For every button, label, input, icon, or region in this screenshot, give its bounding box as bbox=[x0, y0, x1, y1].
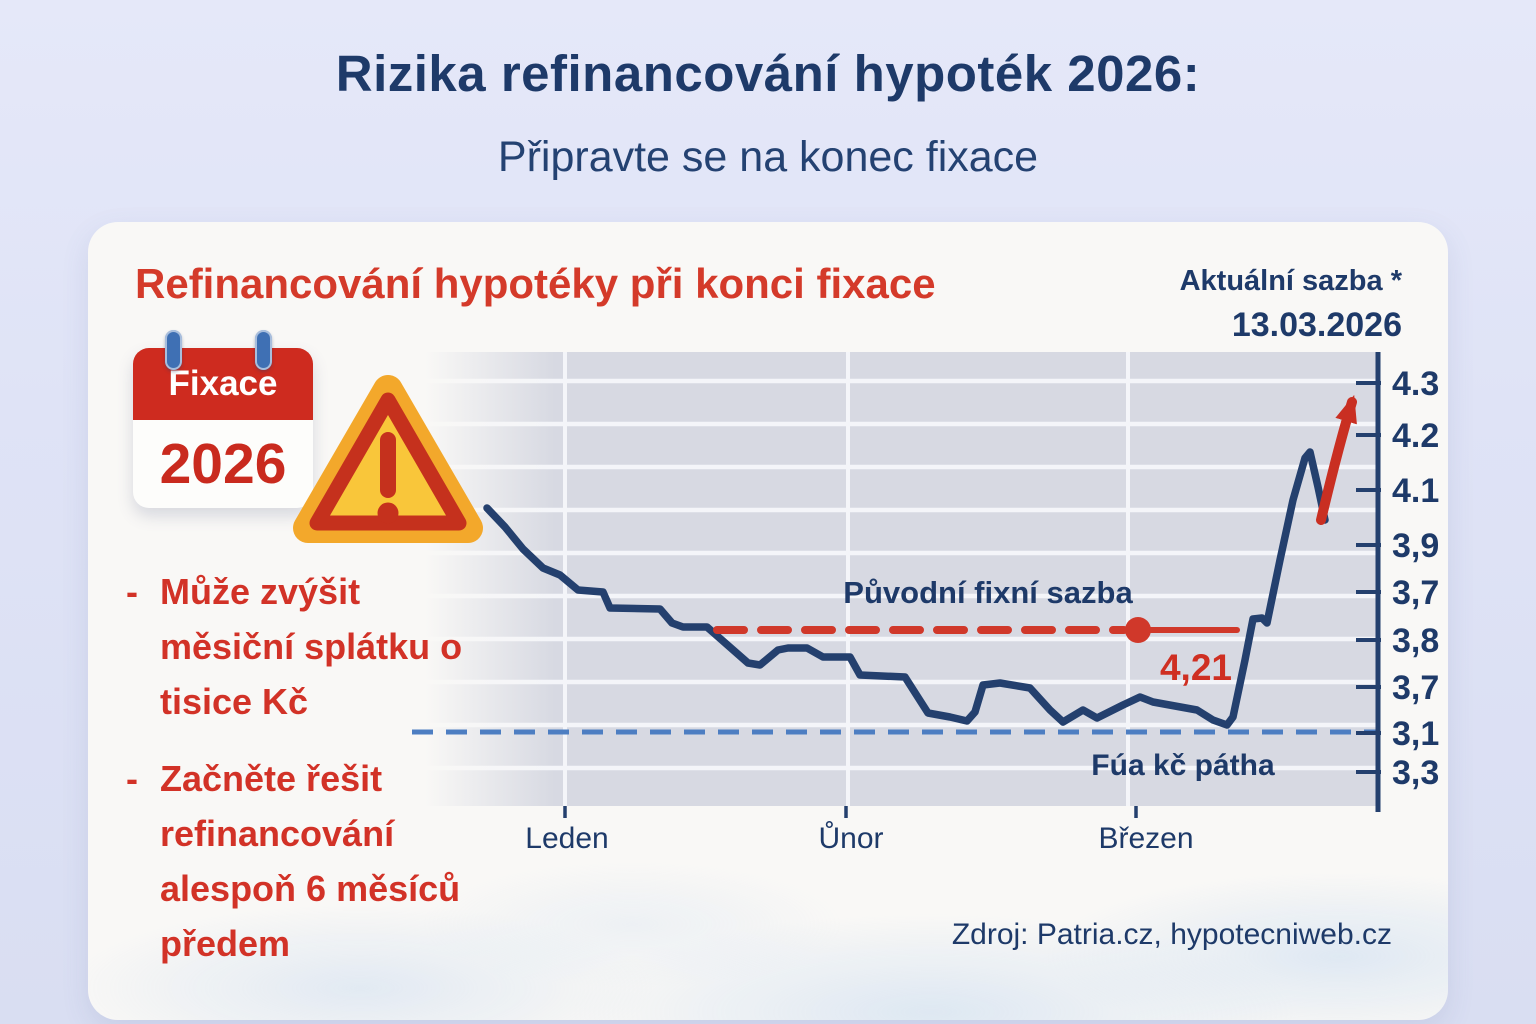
chart-text: 3,7 bbox=[1392, 574, 1439, 612]
bullet-text: Může zvýšit měsiční splátku o tisice Kč bbox=[160, 571, 463, 722]
calendar-ring-icon bbox=[255, 330, 272, 370]
warning-triangle-icon bbox=[293, 375, 483, 543]
calendar-ring-icon bbox=[165, 330, 182, 370]
key-points-list: - Může zvýšit měsiční splátku o tisice K… bbox=[126, 564, 498, 993]
floor-line-label: Fúa kč pátha bbox=[1091, 749, 1275, 782]
chart-text: 4.3 bbox=[1392, 365, 1439, 403]
source-credit: Zdroj: Patria.cz, hypotecniweb.cz bbox=[951, 918, 1392, 951]
current-rate-label: Aktuální sazba * bbox=[1179, 265, 1402, 297]
chart-shape bbox=[483, 448, 1329, 729]
fixed-rate-label: Původní fixní sazba bbox=[843, 575, 1133, 610]
current-rate-block: Aktuální sazba * 13.03.2026 bbox=[1180, 265, 1402, 345]
chart-text: 4.1 bbox=[1392, 472, 1439, 510]
chart-text: 4.2 bbox=[1392, 417, 1439, 455]
chart-text: Leden bbox=[525, 822, 608, 855]
bullet-dash: - bbox=[126, 758, 138, 799]
calendar-header: Fixace bbox=[133, 348, 313, 420]
chart-text: Ůnor bbox=[818, 821, 883, 855]
calendar-year: 2026 bbox=[159, 432, 287, 496]
bullet-text: Začněte řešit refinancování alespoň 6 mě… bbox=[160, 758, 461, 964]
chart-text: 3,8 bbox=[1392, 622, 1439, 660]
chart-shape bbox=[1316, 394, 1357, 525]
chart-text: 3,1 bbox=[1392, 715, 1439, 753]
fixed-rate-value: 4,21 bbox=[1160, 647, 1232, 688]
current-rate-date: 13.03.2026 bbox=[1231, 306, 1402, 344]
list-item: - Začněte řešit refinancování alespoň 6 … bbox=[126, 751, 498, 971]
content-card: Refinancování hypotéky při konci fixace … bbox=[88, 222, 1448, 1020]
chart-shape bbox=[1125, 617, 1151, 643]
chart-layers: 4.3 4.2 4.1 3,9 3,7 3,8 3,7 3,13,3 Leden Ůnor Břez… bbox=[412, 352, 1439, 855]
bullet-dash: - bbox=[126, 571, 138, 612]
card-heading: Refinancování hypotéky při konci fixace bbox=[135, 260, 936, 307]
list-item: - Může zvýšit měsiční splátku o tisice K… bbox=[126, 564, 498, 729]
chart-text: 3,9 bbox=[1392, 527, 1439, 565]
chart-text: Březen bbox=[1098, 822, 1193, 855]
chart-text: 3,7 bbox=[1392, 669, 1439, 707]
page-subtitle: Připravte se na konec fixace bbox=[497, 133, 1039, 181]
calendar-icon: Fixace 2026 bbox=[133, 330, 313, 508]
rate-chart: 4.3 4.2 4.1 3,9 3,7 3,8 3,7 3,13,3 Leden Ůnor Břez… bbox=[412, 352, 1439, 855]
page-title: Rizika refinancování hypoték 2026: bbox=[335, 45, 1201, 102]
chart-text: 3,3 bbox=[1392, 754, 1439, 792]
